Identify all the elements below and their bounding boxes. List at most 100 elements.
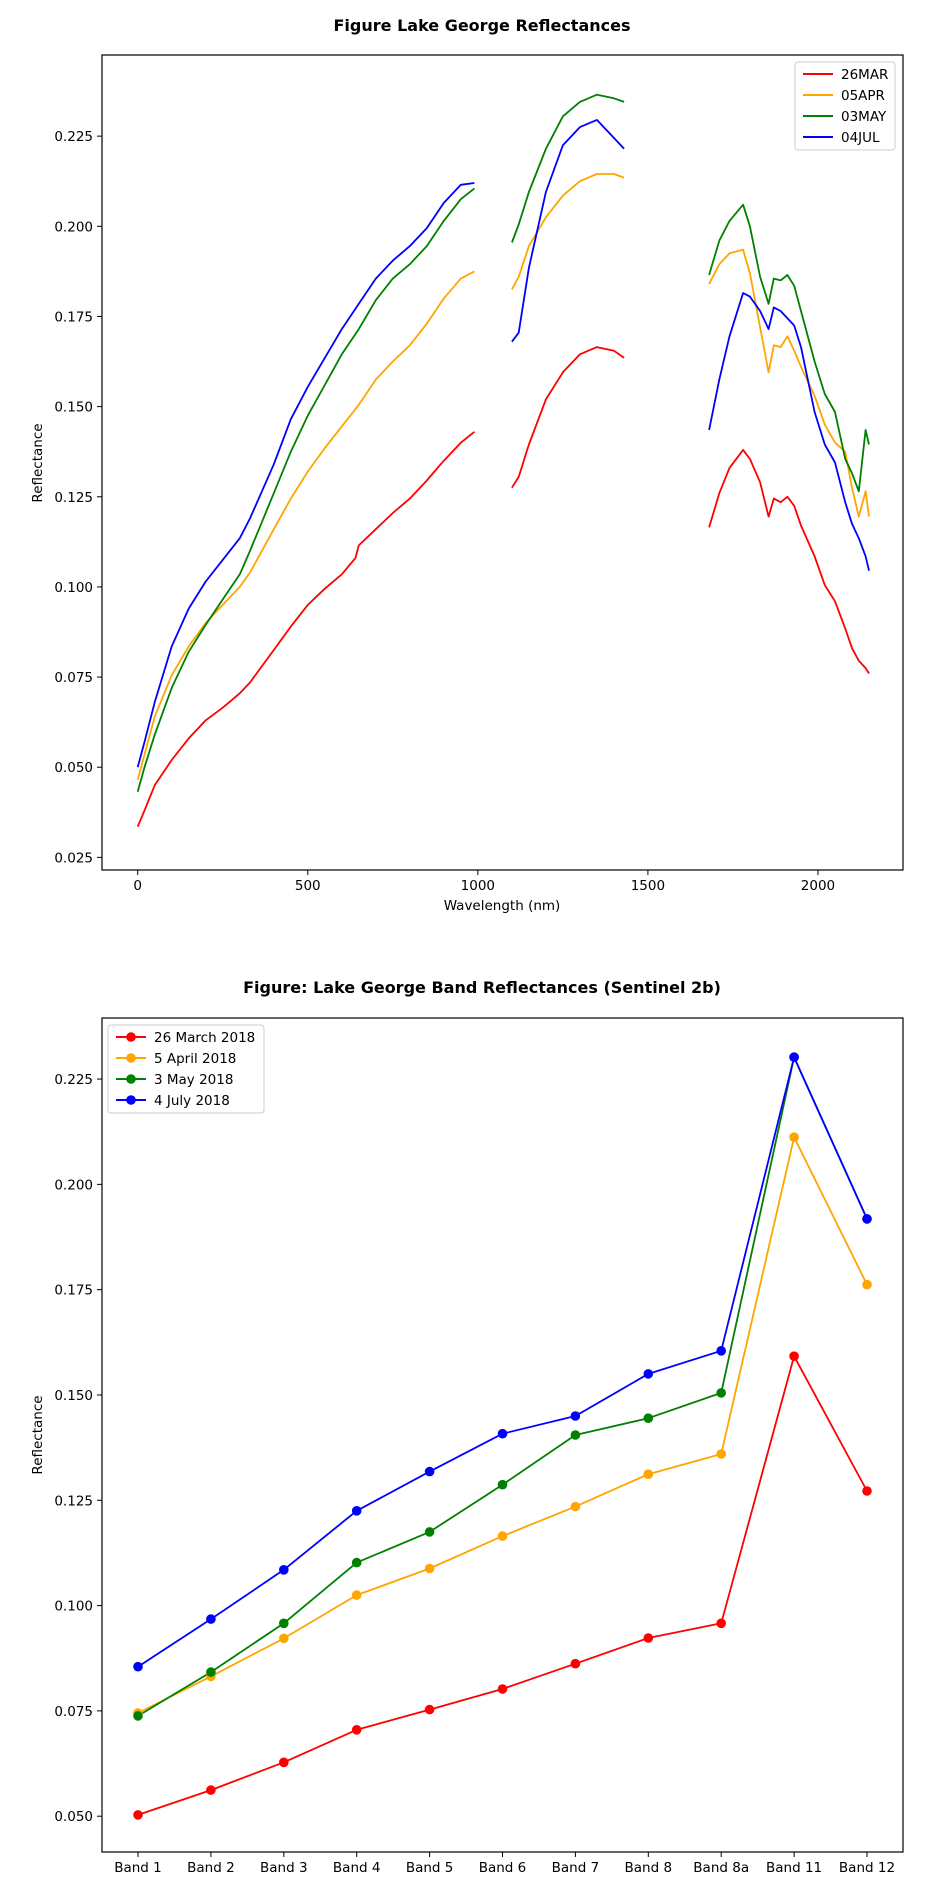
chart2-y-tick-label: 0.050 — [54, 1809, 93, 1825]
chart2-point-series-4-band-8 — [643, 1369, 654, 1379]
chart2-point-series-1-band-11 — [862, 1486, 872, 1496]
chart2-point-series-4-band-7 — [570, 1411, 581, 1421]
chart2-y-tick-label: 0.075 — [54, 1704, 93, 1720]
chart2-point-series-2-band-6 — [497, 1531, 508, 1541]
chart2-y-tick-label: 0.175 — [54, 1283, 93, 1299]
chart2-legend-box — [107, 1024, 265, 1114]
chart1-y-tick-label: 0.100 — [54, 580, 93, 596]
chart1-line-04jul-segment-1 — [136, 182, 475, 768]
chart2-point-series-3-band-5 — [424, 1527, 435, 1537]
chart1-line-03may-segment-2 — [511, 93, 625, 243]
chart1-x-tick-label: 2000 — [801, 878, 835, 894]
chart2-point-series-4-band-4 — [351, 1506, 362, 1516]
chart1-legend-label: 03MAY — [841, 109, 887, 125]
reflectance-spectrum-chart: Figure Lake George Reflectances 0 500 1000… — [30, 16, 904, 914]
chart1-line-26mar-segment-1 — [136, 431, 475, 828]
chart2-point-series-4-band-2 — [206, 1614, 216, 1624]
chart2-y-tick-label: 0.150 — [54, 1388, 93, 1404]
chart2-point-series-1-band-2 — [206, 1785, 216, 1795]
chart2-legend-swatch-marker — [126, 1074, 136, 1084]
chart1-line-26mar-segment-3 — [708, 448, 870, 674]
chart1-y-tick-label: 0.075 — [54, 670, 93, 686]
chart1-x-axis-label: Wavelength (nm) — [444, 898, 561, 914]
chart1-x-tick-label: 1500 — [631, 878, 665, 894]
chart2-point-series-2-band-10 — [789, 1132, 799, 1142]
chart1-x-tick-label: 500 — [295, 878, 321, 894]
chart2-point-series-2-band-7 — [570, 1501, 581, 1512]
chart2-point-series-1-band-10 — [789, 1351, 799, 1361]
chart2-x-tick-label: Band 8 — [625, 1860, 673, 1876]
chart2-x-tick-label: Band 1 — [114, 1860, 162, 1876]
chart2-point-series-4-band-6 — [497, 1428, 508, 1439]
chart1-y-axis: 0.025 0.050 0.075 0.100 0.125 0.150 0.175 0.200… — [54, 129, 102, 866]
chart2-x-tick-label: Band 12 — [839, 1860, 895, 1876]
chart1-legend-box — [794, 61, 896, 151]
chart2-point-series-3-band-4 — [351, 1557, 362, 1568]
chart2-point-series-3-band-3 — [279, 1618, 289, 1629]
chart2-point-series-3-band-2 — [206, 1667, 216, 1677]
chart1-y-tick-label: 0.200 — [54, 219, 93, 235]
chart2-x-tick-label: Band 3 — [260, 1860, 308, 1876]
chart1-x-tick-label: 1000 — [461, 878, 495, 894]
chart2-x-tick-label: Band 2 — [187, 1860, 235, 1876]
chart1-line-26mar-segment-2 — [511, 346, 625, 489]
chart2-y-axis: 0.050 0.075 0.100 0.125 0.150 0.175 0.200 0.225 — [54, 1072, 102, 1825]
chart2-point-series-2-band-5 — [424, 1563, 435, 1574]
chart2-point-series-4-band-5 — [424, 1466, 435, 1477]
chart1-line-04jul-segment-3 — [708, 292, 870, 571]
chart2-legend-label: 5 April 2018 — [154, 1051, 236, 1067]
chart1-line-05apr-segment-2 — [511, 173, 625, 290]
chart2-y-axis-label: Reflectance — [30, 1395, 46, 1474]
chart2-legend-label: 26 March 2018 — [154, 1030, 255, 1046]
chart1-line-04jul-segment-2 — [511, 119, 625, 343]
chart2-legend-swatch-marker — [126, 1053, 136, 1063]
chart2-x-tick-label: Band 4 — [333, 1860, 381, 1876]
chart1-x-axis: 0 500 1000 1500 2000 — [133, 870, 835, 894]
chart2-point-series-4-band-10 — [789, 1052, 799, 1062]
chart1-line-05apr-segment-1 — [136, 270, 475, 781]
chart2-line-series-1 — [137, 1355, 868, 1816]
chart1-legend-label: 05APR — [841, 88, 885, 104]
chart2-point-series-1-band-8 — [643, 1633, 654, 1643]
chart2-legend-swatch-marker — [126, 1032, 136, 1042]
chart2-point-series-3-band-8 — [643, 1413, 654, 1423]
chart2-legend: 26 March 2018 5 April 2018 3 May 2018 4 Jul… — [107, 1024, 265, 1114]
chart2-y-tick-label: 0.225 — [54, 1072, 93, 1088]
chart2-y-tick-label: 0.125 — [54, 1493, 93, 1509]
chart1-plot-area — [101, 54, 904, 871]
chart2-point-series-1-band-9 — [716, 1618, 726, 1629]
band-reflectance-chart: Figure: Lake George Band Reflectances (S… — [30, 978, 904, 1876]
chart2-x-axis: Band 1 Band 2 Band 3 Band 4 Band 5 Band 6 Band… — [114, 1852, 895, 1876]
chart2-point-series-3-band-1 — [133, 1711, 143, 1721]
chart2-point-series-2-band-3 — [279, 1633, 289, 1644]
chart1-legend-label: 26MAR — [841, 67, 888, 83]
chart2-point-series-3-band-6 — [497, 1479, 508, 1490]
chart2-point-series-4-band-1 — [133, 1661, 143, 1672]
chart2-legend-label: 4 July 2018 — [154, 1093, 230, 1109]
chart2-point-series-1-band-4 — [351, 1725, 362, 1735]
chart2-point-series-2-band-4 — [351, 1590, 362, 1600]
chart1-y-tick-label: 0.225 — [54, 129, 93, 145]
chart2-point-series-1-band-1 — [133, 1810, 143, 1820]
chart2-line-series-3 — [137, 1056, 868, 1717]
chart2-point-series-3-band-9 — [716, 1388, 726, 1398]
chart2-point-series-1-band-3 — [279, 1757, 289, 1768]
chart2-point-series-4-band-9 — [716, 1346, 726, 1356]
chart1-y-tick-label: 0.025 — [54, 850, 93, 866]
chart2-point-series-2-band-9 — [716, 1449, 726, 1459]
chart2-line-series-4 — [137, 1056, 868, 1668]
chart1-y-tick-label: 0.175 — [54, 309, 93, 325]
chart2-point-series-1-band-5 — [424, 1704, 435, 1715]
chart2-point-series-4-band-11 — [862, 1214, 872, 1224]
chart2-y-tick-label: 0.100 — [54, 1599, 93, 1615]
chart1-line-03may-segment-1 — [136, 187, 475, 792]
chart1-line-05apr-segment-3 — [708, 248, 870, 518]
chart2-title: Figure: Lake George Band Reflectances (S… — [243, 978, 721, 997]
chart2-x-tick-label: Band 6 — [479, 1860, 527, 1876]
chart1-y-tick-label: 0.150 — [54, 400, 93, 416]
chart2-x-tick-label: Band 11 — [766, 1860, 822, 1876]
chart1-line-03may-segment-3 — [708, 203, 870, 493]
chart1-y-tick-label: 0.125 — [54, 490, 93, 506]
